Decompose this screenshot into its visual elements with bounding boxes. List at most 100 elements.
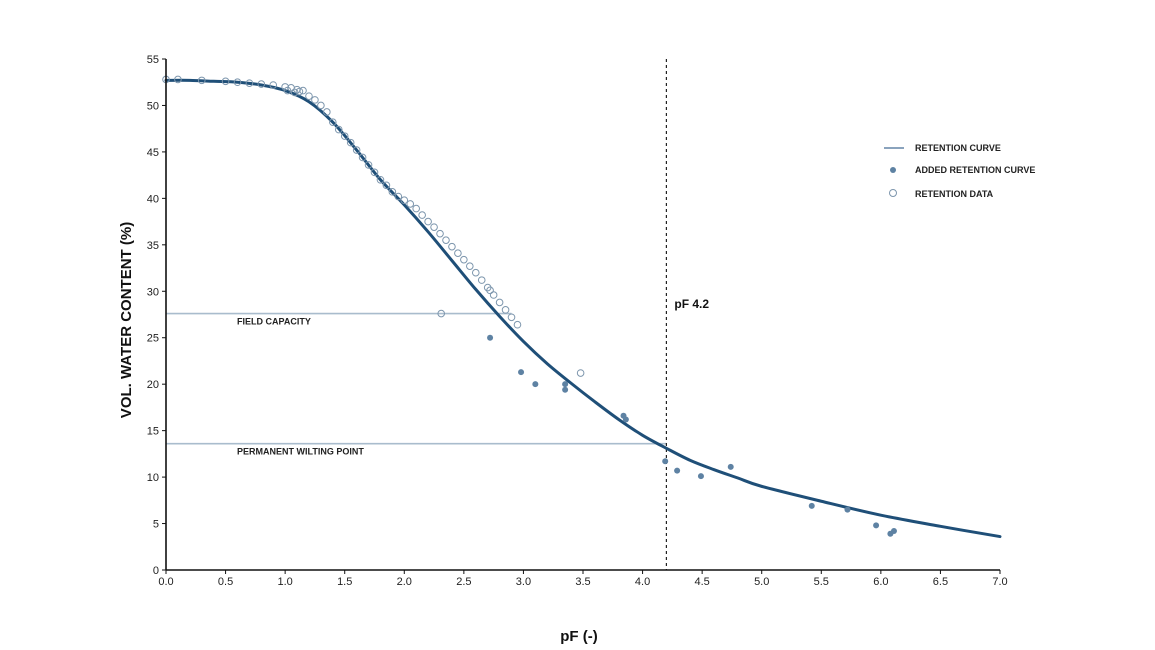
retention-data-point [471,268,480,277]
retention-data-point [460,255,468,264]
added-retention-point [622,416,629,423]
added-retention-point [532,381,539,388]
legend: RETENTION CURVE ADDED RETENTION CURVE RE… [884,143,1035,199]
retention-data-point [329,118,337,126]
x-tick-label: 3.0 [516,576,531,588]
added-retention-point [562,381,569,388]
y-tick-label: 35 [147,240,159,252]
retention-data-point [412,204,421,213]
retention-data-point [466,262,474,270]
y-axis-title: VOL. WATER CONTENT (%) [118,222,135,418]
retention-data-point [245,79,254,87]
retention-data-point [364,161,373,169]
retention-data-point [295,87,304,96]
retention-data-point [305,92,313,100]
retention-data-point [430,223,438,231]
y-tick-label: 25 [147,333,159,345]
y-tick-label: 5 [153,519,159,531]
added-retention-point [890,527,897,534]
x-tick-label: 3.5 [575,576,590,588]
retention-data-point [358,153,367,162]
y-tick-label: 15 [147,426,159,438]
retention-curve-line [164,78,1002,539]
x-tick-label: 1.5 [337,576,352,588]
retention-data-point [334,125,343,134]
x-tick-label: 0.0 [158,576,173,588]
retention-data-point [233,78,242,87]
legend-retention-data: RETENTION DATA [915,189,994,199]
retention-data-point [197,76,206,85]
legend-retention-curve: RETENTION CURVE [915,143,1001,153]
retention-data-point [400,196,409,205]
points-layer [162,75,897,537]
retention-data-point [576,369,585,377]
retention-data-point [436,229,444,238]
retention-data-point [448,242,456,251]
added-retention-point [873,522,880,529]
added-retention-point [674,467,681,474]
y-tick-label: 50 [147,100,159,112]
retention-data-point [346,138,355,147]
x-tick-label: 1.0 [277,576,292,588]
retention-data-point [370,168,379,177]
added-retention-point [844,506,851,513]
retention-data-point [281,83,289,91]
retention-data-point [257,80,266,88]
retention-data-point [501,306,510,314]
retention-data-point [352,146,361,154]
retention-data-point [454,249,462,257]
retention-data-point [489,291,498,299]
retention-data-point [486,286,494,295]
x-tick-label: 0.5 [218,576,233,588]
x-tick-label: 7.0 [992,576,1007,588]
added-retention-point [562,386,569,393]
retention-data-point [507,313,516,322]
x-axis-title: pF (-) [560,628,597,645]
legend-filled-dot-marker [890,167,896,173]
added-retention-point [727,463,734,470]
y-tick-label: 20 [147,379,159,391]
retention-data-point [269,81,278,89]
x-tick-label: 4.5 [694,576,709,588]
retention-data-point [437,309,446,318]
y-tick-label: 45 [147,147,159,159]
x-tick-label: 4.0 [635,576,650,588]
added-retention-point [662,458,669,465]
axes [165,59,1000,571]
ticks: 0.0 0.5 1.0 1.5 2.0 2.5 3.0 3.5 4.0 4.5 5.0 5.5 6.0 6… [147,54,1008,588]
added-retention-point [808,502,815,509]
y-tick-label: 30 [147,286,159,298]
retention-data-point [477,276,486,284]
retention-data-point [340,132,349,140]
annotations: FIELD CAPACITY PERMANENT WILTING POINT pF … [237,297,709,457]
y-tick-label: 40 [147,193,159,205]
x-tick-label: 5.0 [754,576,769,588]
x-tick-label: 2.0 [397,576,412,588]
y-tick-label: 55 [147,54,159,66]
retention-data-point [293,85,301,94]
retention-data-point [382,181,391,190]
retention-data-point [406,200,415,208]
retention-data-point [174,75,182,84]
retention-data-point [495,298,504,307]
retention-data-point [323,108,331,116]
x-tick-label: 6.0 [873,576,888,588]
y-tick-label: 0 [153,565,159,577]
added-retention-point [487,334,494,341]
field-capacity-label: FIELD CAPACITY [237,317,311,327]
retention-data-point [311,96,319,104]
retention-data-point [317,101,325,110]
retention-data-point [442,236,450,244]
y-tick-label: 10 [147,472,159,484]
curve-layer [164,78,1002,539]
retention-data-point [418,211,426,219]
x-tick-label: 5.5 [814,576,829,588]
retention-data-point [376,175,385,184]
retention-data-point [513,320,522,329]
legend-added-retention-curve: ADDED RETENTION CURVE [915,165,1035,175]
legend-open-circle-marker [889,189,897,197]
retention-data-point [394,192,403,201]
added-retention-point [697,473,704,480]
x-tick-label: 2.5 [456,576,471,588]
